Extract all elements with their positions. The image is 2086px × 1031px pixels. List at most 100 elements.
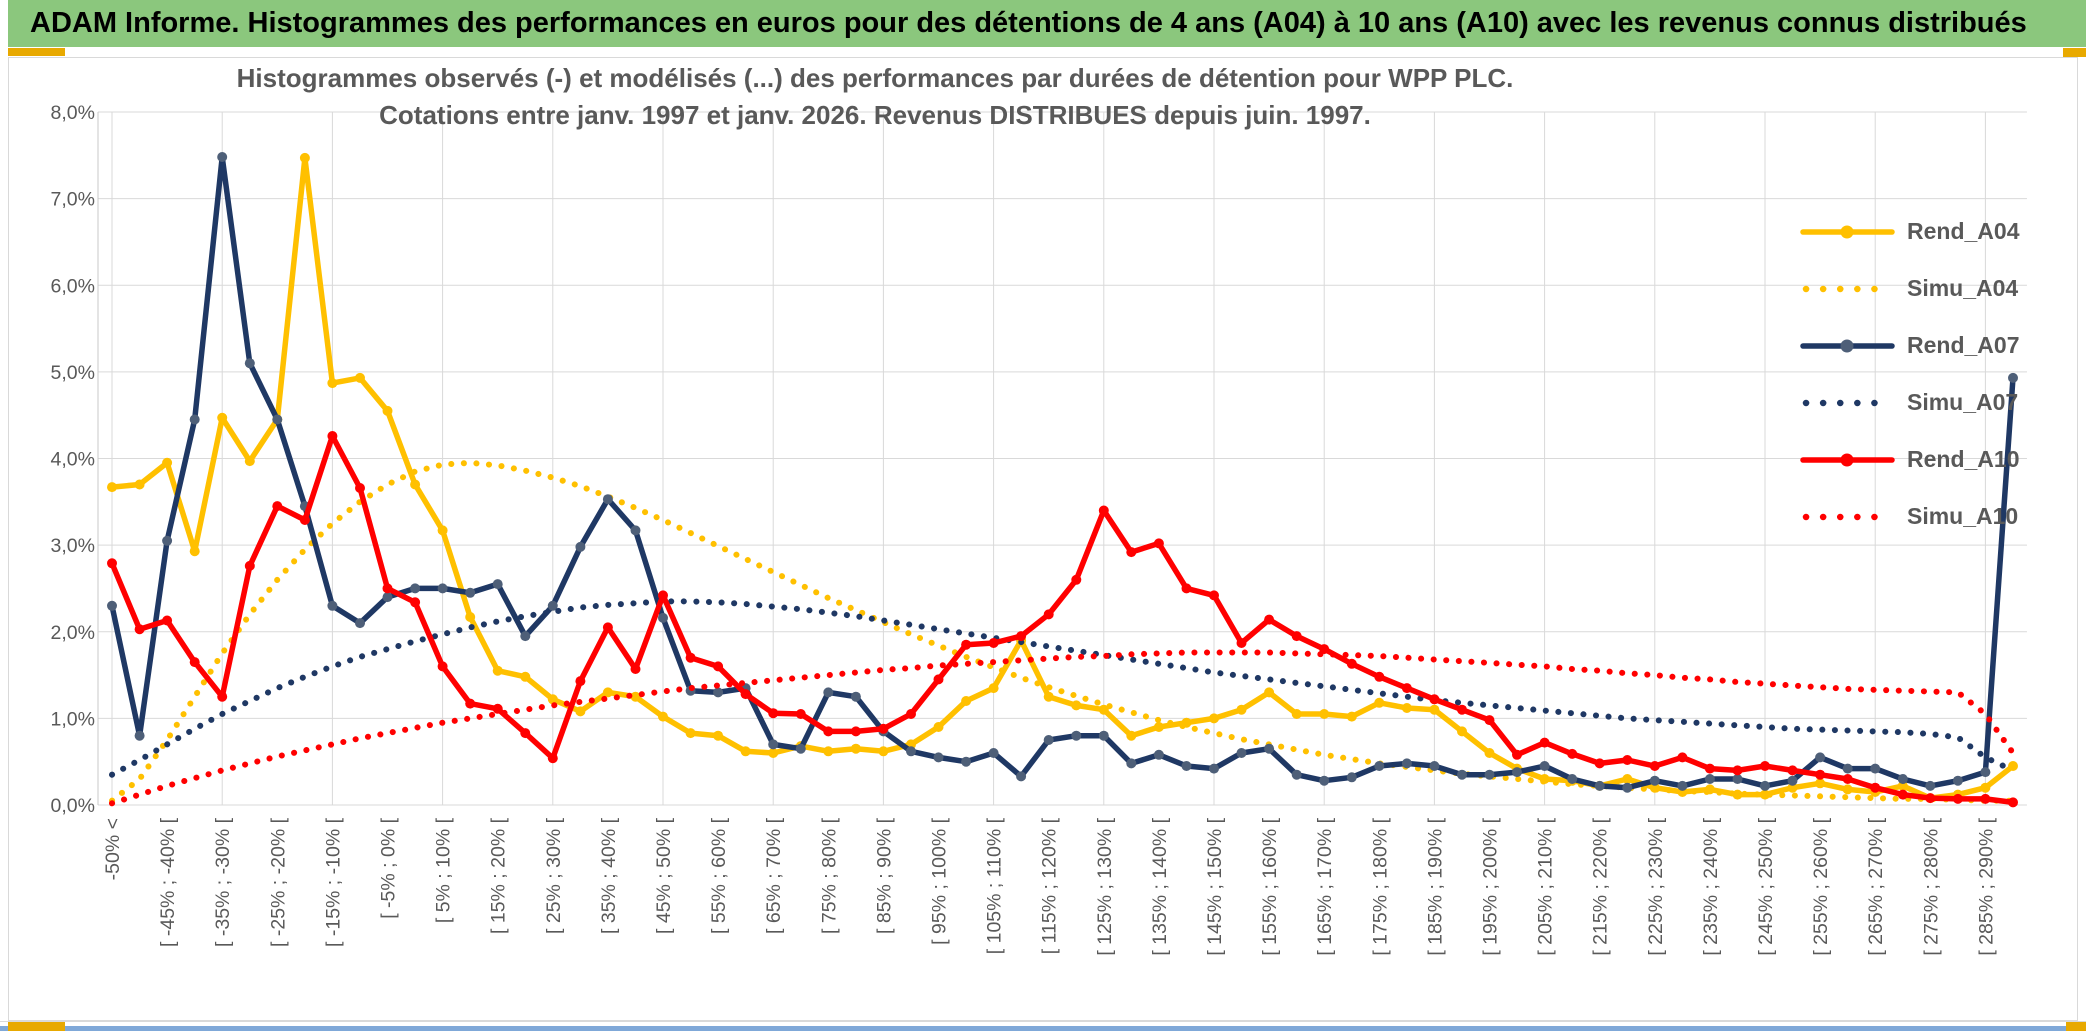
marker-Rend_A10-15 [520,728,531,739]
marker-Rend_A10-13 [465,698,476,709]
series-Rend_A10 [107,431,2018,808]
marker-Rend_A04-34 [1043,691,1054,702]
marker-Rend_A04-38 [1153,722,1164,732]
marker-Rend_A10-1 [134,624,145,635]
marker-Rend_A07-63 [1842,763,1853,774]
marker-Rend_A10-7 [299,515,310,525]
marker-Rend_A07-50 [1484,769,1495,780]
marker-Rend_A04-60 [1760,789,1770,800]
marker-Rend_A10-45 [1346,658,1357,669]
chart-legend: Rend_A04 Simu_A04 Rend_A07 Simu_A07 Rend_A10… [1800,203,2019,545]
x-tick-label-25: [ 195% ; 200% [ [1480,817,1502,955]
x-tick-label-9: [ 35% ; 40% [ [598,817,620,934]
y-tick-label-2: 2,0% [51,622,95,644]
legend-swatch-Simu_A04 [1802,285,1894,292]
marker-Rend_A10-4 [217,691,228,702]
marker-Rend_A07-19 [630,525,641,536]
x-tick-label-12: [ 65% ; 70% [ [763,817,785,934]
legend-item-Simu_A04[interactable]: Simu_A04 [1800,260,2019,317]
marker-Rend_A04-14 [492,665,503,676]
marker-Rend_A07-40 [1209,763,1219,774]
marker-Rend_A10-54 [1594,758,1605,769]
marker-Rend_A10-11 [410,597,421,608]
marker-Rend_A07-49 [1457,769,1467,780]
marker-Rend_A07-12 [437,583,448,594]
marker-Rend_A04-7 [299,152,310,163]
x-tick-label-7: [ 15% ; 20% [ [488,817,510,934]
marker-Rend_A10-38 [1153,538,1164,549]
marker-Rend_A10-52 [1539,737,1550,748]
marker-Rend_A10-3 [189,657,200,668]
marker-Rend_A07-52 [1539,761,1550,771]
marker-Rend_A10-41 [1236,638,1247,648]
marker-Rend_A07-62 [1815,752,1826,763]
legend-item-Rend_A07[interactable]: Rend_A07 [1800,317,2019,374]
series-Rend_A07 [107,152,2018,793]
marker-Rend_A07-0 [107,600,117,611]
legend-label: Simu_A04 [1907,275,2019,301]
window-title-bar: ADAM Informe. Histogrammes des performan… [8,0,2086,47]
x-tick-label-3: [ -25% ; -20% [ [267,817,289,947]
x-tick-label-27: [ 215% ; 220% [ [1590,817,1612,955]
legend-item-Simu_A10[interactable]: Simu_A10 [1800,488,2019,545]
marker-Rend_A07-67 [1952,775,1963,786]
marker-Rend_A10-47 [1401,683,1412,694]
marker-Rend_A10-21 [685,652,696,663]
marker-Rend_A10-43 [1291,631,1302,642]
marker-Rend_A10-58 [1704,763,1715,774]
marker-Rend_A07-44 [1319,775,1330,786]
legend-item-Rend_A04[interactable]: Rend_A04 [1800,203,2019,260]
marker-Rend_A10-25 [795,709,806,719]
marker-Rend_A04-4 [217,412,228,423]
marker-Rend_A04-69 [2008,761,2018,771]
marker-Rend_A04-5 [244,456,255,467]
gold-accent-bottom-right [2066,1022,2086,1031]
gold-accent-bottom-left [8,1022,65,1031]
marker-Rend_A04-41 [1236,704,1247,715]
marker-Rend_A04-50 [1484,748,1495,758]
marker-Rend_A10-57 [1677,752,1688,763]
x-tick-label-22: [ 165% ; 170% [ [1314,817,1336,955]
y-tick-label-8: 8,0% [51,102,95,124]
legend-marker [1840,225,1854,238]
x-tick-label-14: [ 85% ; 90% [ [873,817,895,934]
marker-Rend_A10-40 [1209,590,1219,601]
marker-Rend_A10-48 [1429,694,1440,705]
marker-Rend_A10-62 [1815,769,1826,780]
legend-item-Simu_A07[interactable]: Simu_A07 [1800,374,2019,431]
marker-Rend_A10-31 [961,639,972,650]
marker-Rend_A07-39 [1181,761,1192,771]
series-Rend_A04 [107,152,2018,804]
marker-Rend_A07-17 [575,541,586,552]
marker-Rend_A04-15 [520,671,531,682]
marker-Rend_A10-32 [988,638,999,648]
marker-Rend_A07-16 [547,600,558,611]
marker-Rend_A07-54 [1594,780,1605,791]
marker-Rend_A07-60 [1760,780,1770,791]
marker-Rend_A10-37 [1126,547,1137,558]
marker-Rend_A04-42 [1264,687,1275,698]
marker-Rend_A07-10 [382,592,393,603]
x-tick-label-2: [ -35% ; -30% [ [212,817,234,947]
x-tick-label-8: [ 25% ; 30% [ [543,817,565,934]
marker-Rend_A04-59 [1732,789,1743,800]
marker-Rend_A04-37 [1126,730,1137,741]
chart-title: Histogrammes observés (-) et modélisés (… [105,60,1645,134]
marker-Rend_A07-56 [1649,775,1660,786]
marker-Rend_A10-53 [1567,748,1578,759]
marker-Rend_A04-32 [988,683,999,694]
marker-Rend_A07-35 [1071,730,1082,741]
marker-Rend_A07-47 [1401,758,1412,769]
marker-Rend_A10-34 [1043,609,1054,620]
legend-item-Rend_A10[interactable]: Rend_A10 [1800,431,2019,488]
marker-Rend_A07-33 [1016,771,1027,782]
marker-Rend_A07-53 [1567,774,1578,784]
marker-Rend_A04-16 [547,694,558,705]
marker-Rend_A10-24 [768,708,779,719]
marker-Rend_A07-37 [1126,758,1137,769]
legend-marker [1840,339,1854,352]
marker-Rend_A07-30 [933,752,944,763]
marker-Rend_A07-38 [1153,749,1164,760]
marker-Rend_A07-31 [961,756,972,767]
marker-Rend_A10-14 [492,703,503,714]
